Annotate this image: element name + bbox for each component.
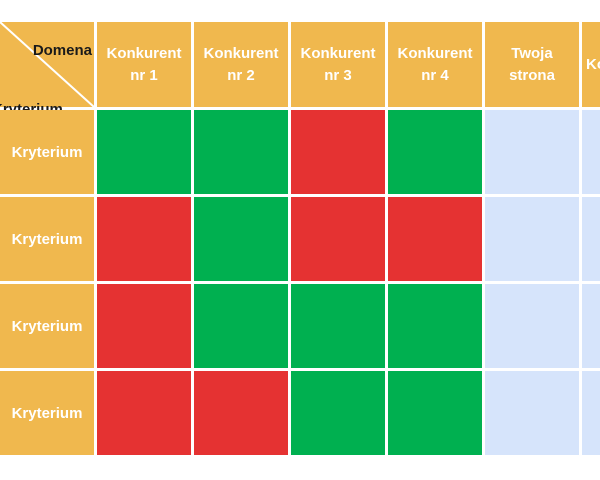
status-cell-r3-c3 — [291, 284, 385, 368]
status-cell-r3-c4 — [388, 284, 482, 368]
row-label-2: Kryterium — [0, 197, 94, 281]
row-label-3: Kryterium — [0, 284, 94, 368]
corner-cell: Domena Kryterium — [0, 22, 94, 118]
row-label-1: Kryterium — [0, 110, 94, 194]
status-cell-r4-c2 — [194, 371, 288, 455]
column-header-4: Konkurent nr 4 — [388, 22, 482, 107]
column-header-3: Konkurent nr 3 — [291, 22, 385, 107]
status-cell-r2-c4 — [388, 197, 482, 281]
status-cell-r1-c5 — [485, 110, 579, 194]
column-header-1: Konkurent nr 1 — [97, 22, 191, 107]
status-cell-r2-c5 — [485, 197, 579, 281]
column-header-5: Twoja strona — [485, 22, 579, 107]
status-cell-r3-c2 — [194, 284, 288, 368]
status-cell-r2-c6 — [582, 197, 600, 281]
row-label-4: Kryterium — [0, 371, 94, 455]
column-header-2: Konkurent nr 2 — [194, 22, 288, 107]
status-cell-r2-c2 — [194, 197, 288, 281]
status-cell-r1-c6 — [582, 110, 600, 194]
status-cell-r3-c5 — [485, 284, 579, 368]
column-header-6: Ko — [582, 22, 600, 107]
status-cell-r3-c1 — [97, 284, 191, 368]
status-cell-r1-c3 — [291, 110, 385, 194]
diagonal-divider — [0, 22, 94, 107]
status-cell-r3-c6 — [582, 284, 600, 368]
status-cell-r1-c1 — [97, 110, 191, 194]
status-cell-r4-c5 — [485, 371, 579, 455]
status-cell-r2-c3 — [291, 197, 385, 281]
status-cell-r4-c6 — [582, 371, 600, 455]
status-cell-r4-c1 — [97, 371, 191, 455]
status-cell-r1-c4 — [388, 110, 482, 194]
status-cell-r2-c1 — [97, 197, 191, 281]
status-cell-r1-c2 — [194, 110, 288, 194]
corner-column-label: Domena — [32, 42, 92, 59]
status-cell-r4-c3 — [291, 371, 385, 455]
status-cell-r4-c4 — [388, 371, 482, 455]
